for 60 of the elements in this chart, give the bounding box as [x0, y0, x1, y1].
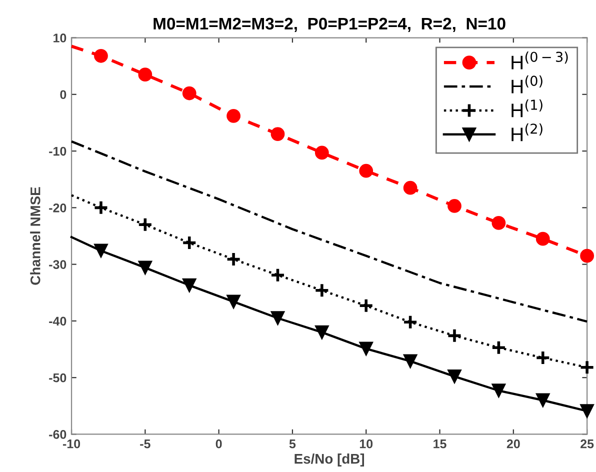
point [182, 235, 197, 250]
point [448, 199, 462, 213]
point [314, 282, 330, 298]
point [492, 216, 506, 230]
y-tick-label: -60 [49, 430, 66, 439]
point [580, 248, 594, 263]
point [226, 252, 242, 267]
point [182, 86, 196, 100]
point [94, 48, 108, 63]
y-tick-label: -20 [49, 203, 66, 212]
point [491, 340, 506, 356]
point [138, 260, 152, 275]
x-tick-label: -10 [62, 439, 80, 448]
point [270, 267, 286, 283]
point [448, 370, 462, 384]
x-tick-label: 0 [216, 439, 222, 448]
point [536, 393, 550, 408]
x-tick-label: -5 [140, 440, 150, 448]
x-tick-label: 15 [434, 440, 446, 448]
legend-label: H$^{(0−3)}$ [512, 51, 568, 70]
point [314, 146, 329, 160]
point [270, 311, 285, 326]
legend-label: H$^{(2)}$ [512, 123, 542, 142]
legend-label: H$^{(0)}$ [512, 75, 542, 94]
point [403, 354, 418, 368]
y-tick-label: -40 [49, 316, 66, 326]
point [226, 108, 240, 123]
point [314, 325, 329, 340]
y-axis-title: Channel NMSE [30, 187, 40, 285]
point [579, 360, 595, 376]
legend-label: H$^{(1)}$ [512, 99, 542, 118]
point [580, 404, 594, 418]
x-tick-label: 25 [580, 439, 594, 448]
y-tick-label: -50 [49, 373, 66, 382]
line-series [70, 140, 588, 323]
point [359, 342, 374, 356]
point [446, 328, 462, 344]
point [270, 127, 285, 141]
x-tick-label: 10 [360, 439, 373, 448]
y-tick-label: -10 [49, 146, 66, 156]
point [536, 232, 550, 246]
x-tick-label: 20 [506, 439, 520, 448]
point [93, 200, 109, 216]
point [226, 294, 240, 309]
y-tick-label: 0 [60, 90, 66, 100]
x-tick-label: 5 [289, 440, 296, 448]
x-axis-title: Es/No [dB] [294, 454, 364, 466]
point [358, 298, 374, 314]
point [138, 217, 153, 232]
y-tick-label: -30 [49, 260, 66, 269]
y-tick-label: 10 [54, 34, 66, 42]
point [182, 278, 196, 292]
point [359, 164, 374, 178]
chart-title: M0=M1=M2=M3=2, P0=P1=P2=4, R=2, N=10 [154, 18, 506, 32]
point [492, 384, 506, 398]
point [403, 180, 418, 195]
point [535, 350, 551, 366]
point [94, 244, 108, 258]
point [402, 314, 418, 330]
point [138, 68, 152, 82]
